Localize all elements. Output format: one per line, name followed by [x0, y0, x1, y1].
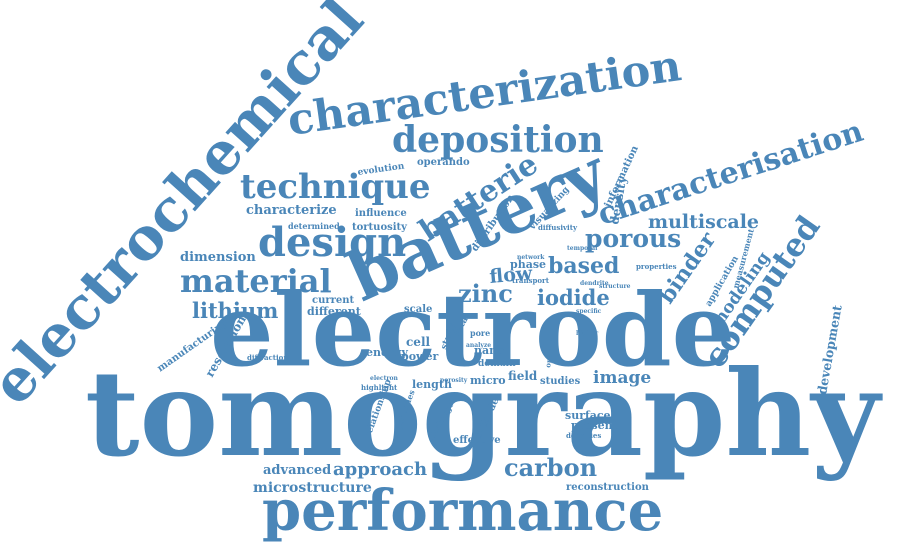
- cloud-word-electron: electron: [370, 375, 399, 382]
- cloud-word-flow: flow: [489, 262, 534, 288]
- cloud-word-material: material: [180, 262, 332, 300]
- cloud-word-based: based: [548, 253, 619, 279]
- cloud-word-approach: approach: [333, 459, 427, 480]
- cloud-word-reconstruction: reconstruction: [566, 482, 650, 493]
- cloud-word-dimension: dimension: [180, 250, 256, 265]
- cloud-word-porosity: porosity: [440, 377, 468, 384]
- cloud-word-transport: transport: [512, 276, 550, 285]
- cloud-word-present: present: [571, 419, 619, 432]
- cloud-word-image: image: [593, 368, 651, 388]
- cloud-word-specific: specific: [576, 308, 602, 315]
- cloud-word-power: power: [401, 350, 438, 363]
- cloud-word-carbon: carbon: [504, 453, 597, 482]
- cloud-word-current: current: [312, 295, 355, 306]
- cloud-word-diffusivity: diffusivity: [538, 223, 578, 232]
- cloud-word-properties: properties: [636, 262, 677, 271]
- cloud-word-temporal: temporal: [567, 245, 598, 252]
- cloud-word-structure: structure: [599, 283, 631, 290]
- cloud-word-multiscale: multiscale: [648, 211, 759, 233]
- cloud-word-pore: pore: [470, 328, 490, 338]
- cloud-word-length: length: [412, 378, 452, 391]
- cloud-word-studies: studies: [540, 376, 581, 387]
- cloud-word-lithium: lithium: [192, 298, 278, 323]
- cloud-word-highlight: highlight: [361, 383, 398, 392]
- cloud-word-operando: operando: [417, 157, 470, 168]
- cloud-word-scale: scale: [404, 304, 432, 315]
- cloud-word-surface: surface: [565, 409, 611, 422]
- cloud-word-diffraction: diffraction: [247, 353, 288, 362]
- cloud-word-higher: higher: [576, 330, 599, 337]
- cloud-word-micro: micro: [470, 374, 506, 387]
- cloud-word-domain: domain: [478, 359, 516, 369]
- cloud-word-electrode: electrode: [210, 271, 735, 389]
- cloud-word-tortuosity: tortuosity: [352, 222, 408, 233]
- cloud-word-network: network: [517, 254, 545, 261]
- cloud-word-performance: performance: [262, 478, 663, 544]
- cloud-word-phase: phase: [510, 258, 546, 271]
- cloud-word-different: different: [307, 305, 362, 318]
- cloud-word-deposition: deposition: [392, 119, 604, 161]
- cloud-word-porous: porous: [585, 224, 681, 253]
- cloud-word-zinc: zinc: [458, 279, 513, 308]
- cloud-word-nano: nano: [474, 344, 504, 357]
- cloud-word-analyze: analyze: [466, 342, 491, 349]
- cloud-word-tomography: tomography: [85, 344, 883, 483]
- cloud-word-microstructure: microstructure: [253, 480, 372, 496]
- cloud-word-characterize: characterize: [246, 203, 337, 218]
- cloud-word-densities: densities: [566, 431, 601, 440]
- cloud-word-design: design: [258, 219, 406, 266]
- cloud-word-effective: effective: [453, 435, 501, 446]
- cloud-word-dendrite: dendrite: [580, 280, 609, 287]
- cloud-word-advanced: advanced: [263, 463, 331, 478]
- cloud-word-influence: influence: [355, 208, 407, 219]
- cloud-word-cell: cell: [406, 335, 431, 349]
- cloud-word-iodide: iodide: [537, 285, 610, 310]
- cloud-word-field: field: [508, 369, 538, 383]
- cloud-word-energy: energy: [366, 346, 408, 359]
- cloud-word-determined: determined: [288, 221, 340, 231]
- cloud-word-technique: technique: [240, 167, 431, 207]
